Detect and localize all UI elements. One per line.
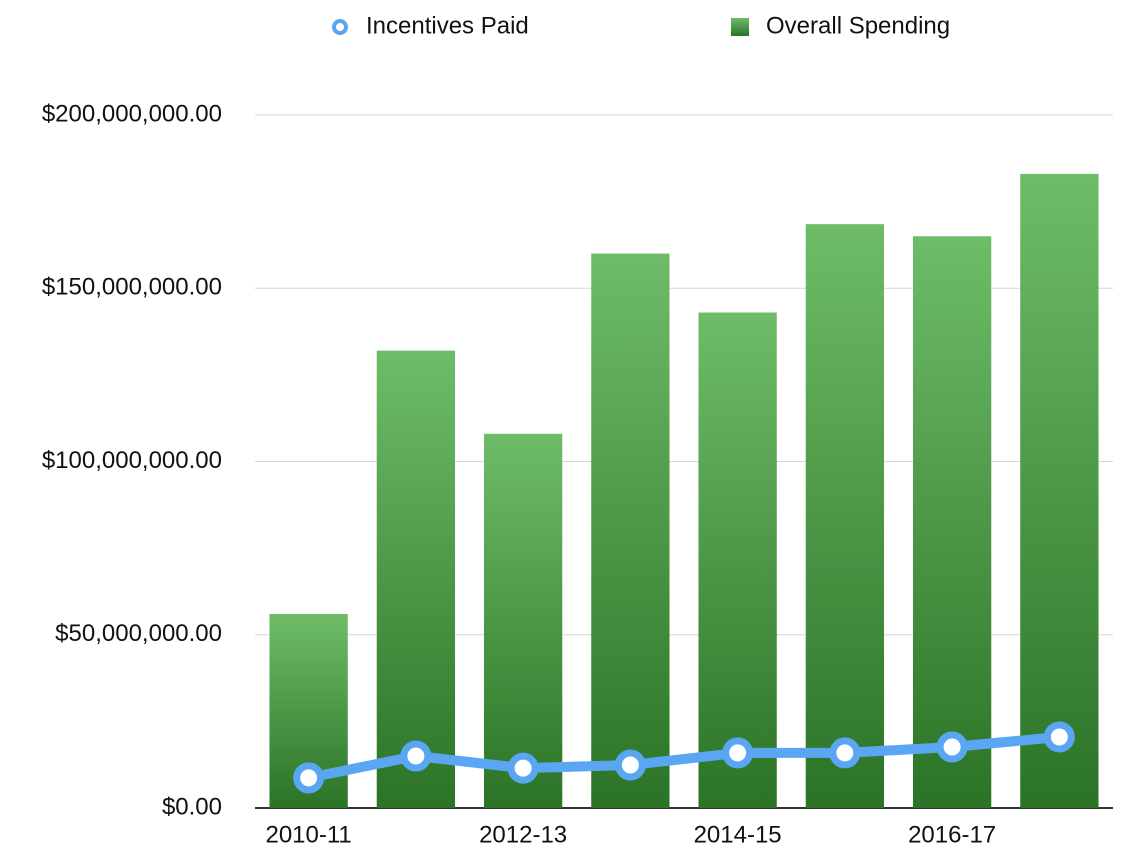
legend-marker [332, 19, 348, 35]
legend-label: Incentives Paid [366, 12, 529, 39]
line-point [614, 749, 646, 781]
bar [376, 350, 456, 808]
line-point [1043, 721, 1075, 753]
y-tick-label: $200,000,000.00 [42, 100, 222, 127]
y-tick-label: $150,000,000.00 [42, 274, 222, 301]
x-tick-label: 2012-13 [479, 821, 567, 848]
x-tick-label: 2010-11 [265, 821, 351, 848]
line-point [829, 737, 861, 769]
bar [1020, 173, 1099, 808]
line [303, 731, 1065, 783]
y-tick-label: $0.00 [162, 793, 222, 820]
line-point [936, 731, 968, 763]
x-tick-label: 2016-17 [908, 821, 996, 848]
bar [698, 312, 777, 808]
line-point [400, 740, 432, 772]
x-tick-label: 2014-15 [694, 821, 782, 848]
bar [805, 224, 885, 808]
legend-label: Overall Spending [766, 12, 950, 39]
legend-marker [731, 18, 749, 36]
bar [483, 433, 563, 808]
bar [591, 253, 670, 809]
line-point [293, 762, 325, 794]
y-tick-label: $100,000,000.00 [42, 447, 222, 474]
line-point [507, 752, 539, 784]
line-point [722, 737, 754, 769]
bar [912, 236, 992, 808]
y-tick-label: $50,000,000.00 [55, 620, 222, 647]
